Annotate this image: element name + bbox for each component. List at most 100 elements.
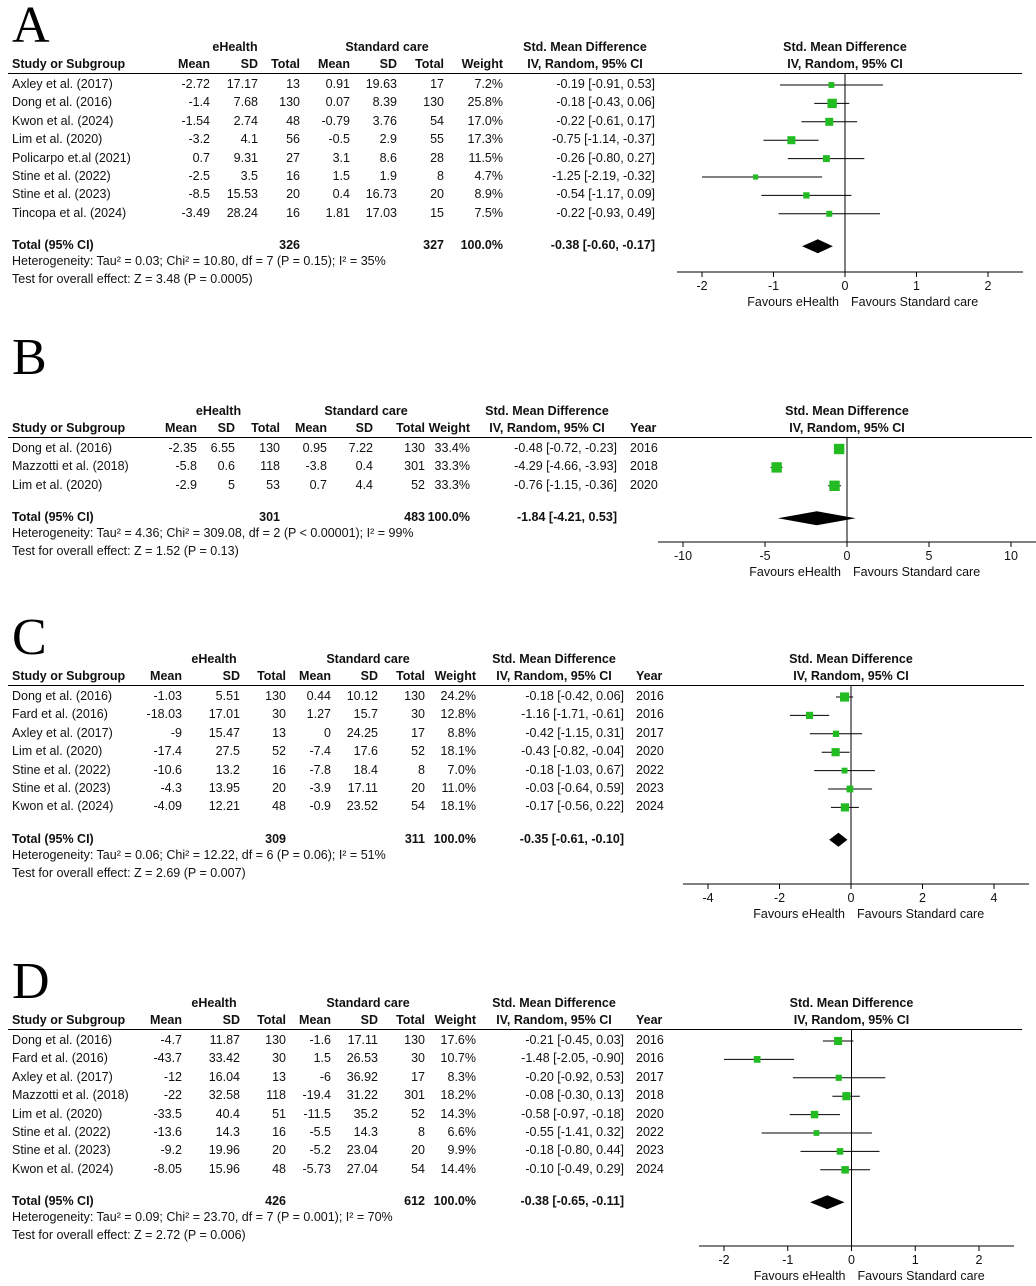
ehealth-sd: 15.53 bbox=[226, 187, 258, 202]
standard-sd: 2.9 bbox=[379, 132, 397, 147]
smd-header: Std. Mean Difference bbox=[492, 996, 616, 1010]
ehealth-mean: -1.03 bbox=[153, 689, 183, 703]
ehealth-total: 48 bbox=[272, 799, 286, 814]
smd-ci-value: -0.22 [-0.61, 0.17] bbox=[556, 113, 655, 128]
study-name: Stine et al. (2022) bbox=[12, 1125, 111, 1139]
favours-standard-label: Favours Standard care bbox=[851, 295, 978, 309]
ehealth-sd: 6.55 bbox=[210, 441, 235, 455]
study-name: Lim et al. (2020) bbox=[12, 477, 103, 492]
study-point bbox=[833, 443, 845, 455]
study-name: Kwon et al. (2024) bbox=[12, 799, 114, 814]
method-col-header: IV, Random, 95% CI bbox=[489, 421, 605, 435]
ehealth-mean: -43.7 bbox=[153, 1051, 183, 1066]
standard-sd: 17.11 bbox=[347, 781, 378, 795]
mean2-col-header: Mean bbox=[299, 669, 331, 683]
ehealth-total: 53 bbox=[266, 477, 280, 492]
ehealth-mean: -10.6 bbox=[153, 762, 183, 777]
panel-label: B bbox=[12, 329, 47, 386]
smd-ci-value: -0.76 [-1.15, -0.36] bbox=[514, 477, 617, 492]
standard-sd: 31.22 bbox=[346, 1088, 378, 1103]
standard-sd: 36.92 bbox=[346, 1069, 378, 1084]
weight-value: 11.5% bbox=[468, 150, 503, 165]
ehealth-sd: 28.24 bbox=[226, 205, 258, 220]
ehealth-total: 56 bbox=[286, 132, 300, 147]
ehealth-sd: 3.5 bbox=[240, 169, 258, 183]
group2-header: Standard care bbox=[324, 404, 408, 418]
study-point bbox=[846, 785, 854, 793]
group1-header: eHealth bbox=[191, 996, 237, 1010]
group2-header: Standard care bbox=[326, 996, 410, 1010]
group2-header: Standard care bbox=[345, 40, 429, 54]
weight-col-header: Weight bbox=[434, 669, 476, 683]
weight-value: 7.5% bbox=[474, 205, 504, 220]
standard-sd: 23.52 bbox=[346, 799, 378, 814]
standard-mean: -0.79 bbox=[321, 113, 351, 128]
x-tick-label: 1 bbox=[913, 279, 920, 293]
forest-plot: -2 -1 0 1 2 Favours eHealth Favours Standard c… bbox=[677, 73, 1023, 309]
smd-ci-value: -0.03 [-0.64, 0.59] bbox=[525, 781, 624, 795]
year-value: 2016 bbox=[636, 1051, 664, 1066]
study-name: Fard et al. (2016) bbox=[12, 1051, 108, 1066]
ehealth-mean: -13.6 bbox=[153, 1125, 183, 1139]
standard-mean: 1.27 bbox=[306, 707, 331, 722]
study-point bbox=[840, 803, 850, 812]
standard-sd: 35.2 bbox=[353, 1106, 378, 1121]
study-name: Stine et al. (2022) bbox=[12, 762, 111, 777]
standard-total: 28 bbox=[430, 150, 444, 165]
ehealth-mean: -17.4 bbox=[153, 744, 183, 759]
smd-ci-value: -0.26 [-0.80, 0.27] bbox=[556, 150, 655, 165]
ehealth-mean: -8.5 bbox=[188, 187, 210, 202]
favours-standard-label: Favours Standard care bbox=[853, 565, 980, 579]
year-col-header: Year bbox=[636, 1013, 663, 1027]
standard-mean: 0.95 bbox=[302, 441, 327, 455]
standard-total: 130 bbox=[404, 441, 425, 455]
smd-ci-value: -0.75 [-1.14, -0.37] bbox=[552, 132, 655, 147]
study-name: Stine et al. (2023) bbox=[12, 1143, 111, 1158]
ehealth-total: 20 bbox=[272, 781, 286, 795]
standard-mean: -11.5 bbox=[303, 1106, 331, 1121]
standard-sd: 17.6 bbox=[353, 744, 378, 759]
ehealth-mean: -4.3 bbox=[160, 781, 182, 795]
ehealth-mean: -9 bbox=[170, 725, 182, 740]
year-col-header: Year bbox=[630, 421, 657, 435]
total-smd-ci: -0.38 [-0.60, -0.17] bbox=[550, 238, 655, 253]
study-point bbox=[810, 1110, 819, 1119]
weight-value: 18.1% bbox=[440, 744, 476, 759]
ehealth-sd: 16.04 bbox=[208, 1069, 240, 1084]
x-tick-label: 4 bbox=[991, 891, 998, 905]
x-tick-label: 10 bbox=[1004, 549, 1018, 563]
weight-value: 9.9% bbox=[447, 1143, 477, 1158]
ehealth-mean: -2.5 bbox=[188, 169, 210, 183]
standard-mean: 0 bbox=[324, 725, 331, 740]
standard-total: 301 bbox=[404, 459, 425, 474]
standard-total: 130 bbox=[404, 689, 425, 703]
study-point bbox=[822, 155, 830, 163]
study-point bbox=[813, 1130, 820, 1136]
total-label: Total (95% CI) bbox=[12, 831, 94, 846]
smd-ci-value: -0.18 [-1.03, 0.67] bbox=[525, 762, 624, 777]
total-ehealth-n: 426 bbox=[265, 1194, 286, 1209]
total-label: Total (95% CI) bbox=[12, 238, 94, 253]
weight-value: 17.3% bbox=[467, 132, 503, 147]
study-point bbox=[805, 711, 814, 719]
heterogeneity-text: Heterogeneity: Tau² = 0.06; Chi² = 12.22… bbox=[12, 847, 386, 862]
study-name: Stine et al. (2022) bbox=[12, 169, 111, 183]
study-point bbox=[841, 1166, 849, 1174]
ehealth-total: 51 bbox=[272, 1106, 286, 1121]
pooled-diamond bbox=[802, 239, 833, 254]
weight-value: 8.9% bbox=[474, 187, 504, 202]
ehealth-total: 118 bbox=[266, 1088, 286, 1103]
year-value: 2016 bbox=[636, 689, 664, 703]
weight-value: 17.0% bbox=[467, 113, 503, 128]
total-col-header: Total bbox=[251, 421, 280, 435]
ehealth-mean: -1.4 bbox=[188, 95, 210, 110]
standard-mean: -5.73 bbox=[302, 1161, 332, 1176]
weight-col-header: Weight bbox=[428, 421, 470, 435]
study-col-header: Study or Subgroup bbox=[12, 57, 126, 71]
study-point bbox=[839, 692, 850, 702]
study-point bbox=[832, 730, 840, 737]
study-name: Mazzotti et al. (2018) bbox=[12, 1088, 129, 1103]
study-name: Stine et al. (2023) bbox=[12, 187, 111, 202]
study-name: Axley et al. (2017) bbox=[12, 1069, 113, 1084]
ehealth-sd: 32.58 bbox=[208, 1088, 240, 1103]
